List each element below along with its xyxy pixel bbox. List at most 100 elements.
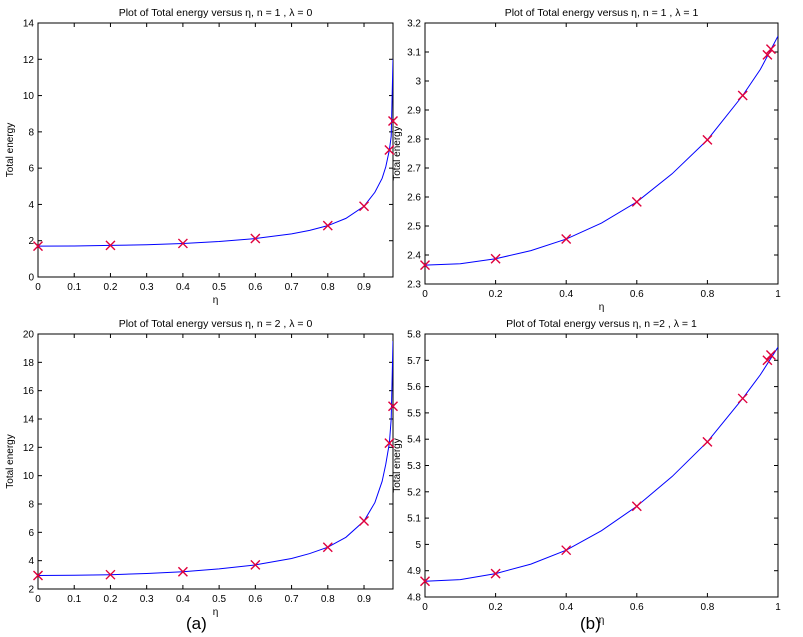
x-axis-label: η <box>213 607 219 618</box>
data-point-marker <box>702 134 713 145</box>
x-tick-label: 0.9 <box>357 594 371 605</box>
data-point-marker <box>631 196 642 207</box>
y-tick-label: 4.8 <box>407 593 421 604</box>
y-tick-label: 5.1 <box>407 514 421 525</box>
data-point-marker <box>388 115 398 126</box>
y-tick-label: 20 <box>23 330 35 341</box>
y-tick-label: 2.6 <box>407 193 421 204</box>
x-tick-label: 0.7 <box>285 282 299 293</box>
x-tick-label: 0.2 <box>489 289 503 300</box>
data-point-marker <box>765 350 776 361</box>
series-curve <box>425 346 778 582</box>
y-tick-label: 16 <box>23 386 35 397</box>
caption-b: (b) <box>580 614 601 633</box>
x-tick-label: 0.2 <box>489 602 503 613</box>
x-axis-label: η <box>213 295 219 306</box>
y-tick-label: 2.8 <box>407 135 421 146</box>
y-tick-label: 14 <box>23 19 35 30</box>
x-axis-label: η <box>599 615 605 626</box>
plot-area <box>37 333 394 590</box>
y-tick-label: 5.3 <box>407 461 421 472</box>
y-tick-label: 5.6 <box>407 382 421 393</box>
x-tick-label: 0 <box>422 289 428 300</box>
data-point-marker <box>177 566 188 577</box>
y-tick-label: 10 <box>23 471 35 482</box>
x-tick-label: 1 <box>775 602 781 613</box>
y-tick-label: 2.5 <box>407 222 421 233</box>
chart-title: Plot of Total energy versus η, n = 1 , λ… <box>505 7 699 19</box>
y-tick-label: 4 <box>28 200 34 211</box>
chart-3: Plot of Total energy versus η, n = 2 , λ… <box>5 318 398 618</box>
x-tick-label: 0.3 <box>140 594 154 605</box>
y-tick-label: 4 <box>28 556 34 567</box>
x-tick-label: 0.1 <box>67 594 81 605</box>
y-axis-label: Total energy <box>5 434 16 488</box>
caption-a: (a) <box>186 614 207 633</box>
plot-area <box>424 333 779 598</box>
x-tick-label: 0.1 <box>67 282 81 293</box>
data-point-marker <box>177 238 188 249</box>
x-tick-label: 0.5 <box>212 282 226 293</box>
y-tick-label: 8 <box>28 500 34 511</box>
data-point-marker <box>322 220 333 231</box>
data-point-marker <box>420 260 430 271</box>
series-curve <box>38 341 393 577</box>
y-axis-label: Total energy <box>5 123 16 177</box>
y-tick-label: 2.9 <box>407 106 421 117</box>
x-tick-label: 0 <box>35 594 41 605</box>
y-tick-label: 3 <box>415 77 421 88</box>
y-tick-label: 2 <box>28 236 34 247</box>
y-tick-label: 8 <box>28 127 34 138</box>
x-tick-label: 0 <box>422 602 428 613</box>
x-tick-label: 0.5 <box>212 594 226 605</box>
x-tick-label: 0.4 <box>176 282 190 293</box>
y-tick-label: 10 <box>23 91 35 102</box>
data-point-marker <box>762 49 773 60</box>
x-tick-label: 0 <box>35 282 41 293</box>
data-point-marker <box>561 234 572 245</box>
y-tick-label: 5 <box>415 540 421 551</box>
y-tick-label: 2.4 <box>407 251 421 262</box>
chart-title: Plot of Total energy versus η, n = 2 , λ… <box>119 318 313 330</box>
chart-title: Plot of Total energy versus η, n =2 , λ … <box>506 318 697 330</box>
data-point-marker <box>384 438 395 449</box>
x-tick-label: 0.8 <box>321 594 335 605</box>
chart-title: Plot of Total energy versus η, n = 1 , λ… <box>119 7 313 19</box>
series-curve <box>425 35 778 266</box>
y-tick-label: 4.9 <box>407 566 421 577</box>
data-point-marker <box>737 90 748 101</box>
y-axis-label: Total energy <box>392 126 403 180</box>
x-tick-label: 0.8 <box>700 602 714 613</box>
data-point-marker <box>384 145 395 155</box>
y-tick-label: 0 <box>28 273 34 284</box>
y-tick-label: 3.2 <box>407 19 421 30</box>
data-point-marker <box>33 570 43 581</box>
y-axis-label: Total energy <box>392 438 403 492</box>
y-tick-label: 2.3 <box>407 280 421 291</box>
data-point-marker <box>762 355 773 366</box>
x-tick-label: 0.4 <box>559 289 573 300</box>
data-point-marker <box>420 576 430 587</box>
y-tick-label: 5.8 <box>407 330 421 341</box>
y-tick-label: 14 <box>23 415 35 426</box>
x-tick-label: 0.3 <box>140 282 154 293</box>
chart-4: Plot of Total energy versus η, n =2 , λ … <box>392 318 781 626</box>
chart-1: Plot of Total energy versus η, n = 1 , λ… <box>5 7 398 306</box>
x-axis-label: η <box>599 302 605 313</box>
x-tick-label: 1 <box>775 289 781 300</box>
y-tick-label: 5.7 <box>407 356 421 367</box>
plot-area <box>424 22 779 285</box>
y-tick-label: 5.4 <box>407 435 421 446</box>
x-tick-label: 0.2 <box>103 282 117 293</box>
y-tick-label: 3.1 <box>407 48 421 59</box>
x-tick-label: 0.4 <box>176 594 190 605</box>
data-point-marker <box>490 568 501 579</box>
y-tick-label: 12 <box>23 443 35 454</box>
y-tick-label: 12 <box>23 55 35 66</box>
y-tick-label: 5.2 <box>407 487 421 498</box>
y-tick-label: 2 <box>28 585 34 596</box>
y-tick-label: 6 <box>28 528 34 539</box>
data-point-marker <box>702 436 713 447</box>
data-point-marker <box>105 240 116 251</box>
